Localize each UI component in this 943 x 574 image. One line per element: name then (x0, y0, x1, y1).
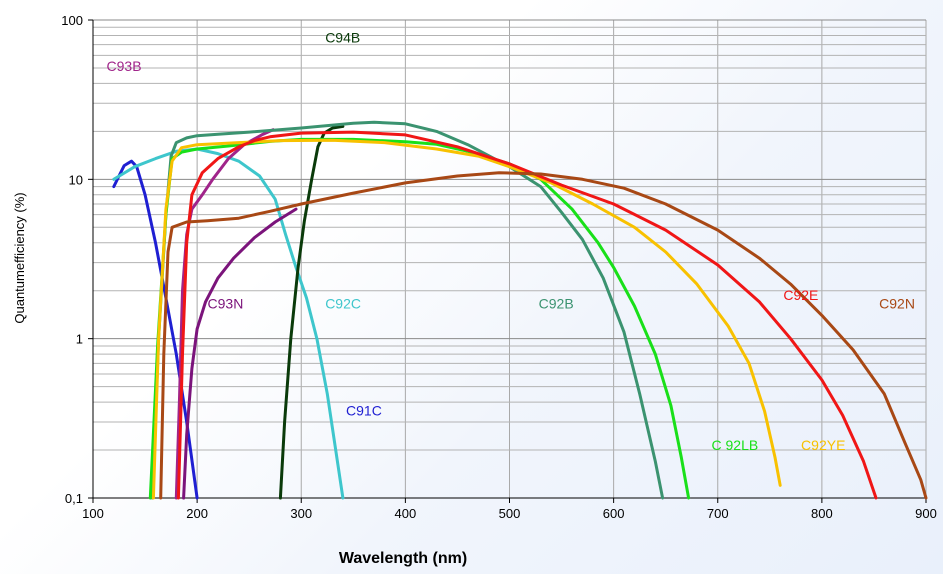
y-tick-label: 100 (61, 13, 83, 28)
series-label: C 92LB (712, 437, 759, 453)
tick-labels: 100 200 300 400 500 600 700 800 900 0,1 1 10 100 (61, 13, 937, 521)
x-tick-label: 300 (290, 506, 312, 521)
series-labels: C91C C92C C93B C93N C94B C92B C 92LB C92YE C92E C… (107, 30, 915, 453)
series-line-c92n (159, 171, 928, 500)
x-tick-label: 900 (915, 506, 937, 521)
y-tick-label: 0,1 (65, 491, 83, 506)
x-tick-label: 800 (811, 506, 833, 521)
x-tick-label: 600 (603, 506, 625, 521)
series-label: C92B (539, 295, 574, 311)
series-label: C92E (783, 287, 818, 303)
x-tick-label: 100 (82, 506, 104, 521)
series-label: C91C (346, 402, 382, 418)
y-tick-label: 10 (69, 172, 83, 187)
series-label: C92YE (801, 437, 845, 453)
y-tick-label: 1 (76, 332, 83, 347)
x-tick-label: 400 (395, 506, 417, 521)
series-line-c92ye (151, 138, 782, 500)
series-line-c92lb (148, 137, 691, 500)
series-line-c92c (112, 147, 345, 500)
series-label: C93N (208, 295, 244, 311)
series-label: C92N (879, 295, 915, 311)
series-label: C94B (325, 30, 360, 46)
series-line-c92e (176, 130, 878, 500)
x-axis-title: Wavelength (nm) (339, 550, 467, 567)
x-tick-label: 500 (499, 506, 521, 521)
series-line-c93n (182, 207, 298, 500)
series-lines (112, 120, 928, 500)
y-axis-title: Quantumefficiency (%) (12, 192, 27, 323)
series-line-c94b (278, 124, 345, 500)
series-label: C92C (325, 295, 361, 311)
series-label: C93B (107, 58, 142, 74)
series-line-c92b (150, 120, 665, 500)
gridlines (88, 19, 927, 503)
x-tick-label: 200 (186, 506, 208, 521)
x-tick-label: 700 (707, 506, 729, 521)
